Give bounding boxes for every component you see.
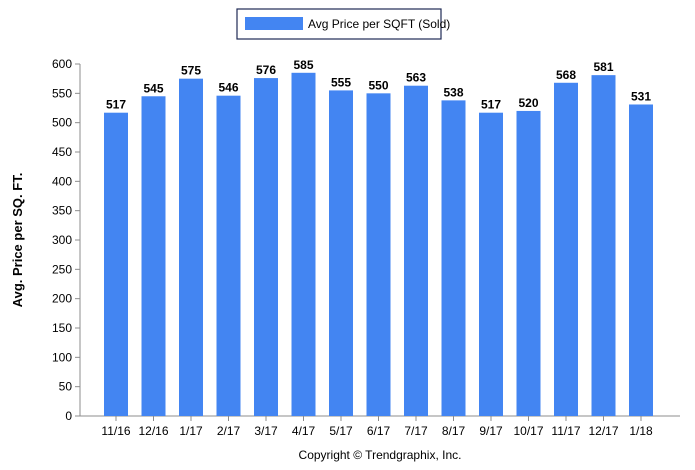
bar	[366, 93, 391, 416]
bar	[141, 96, 166, 417]
bar	[629, 104, 653, 416]
data-label: 581	[593, 60, 613, 74]
legend-swatch	[245, 17, 303, 30]
bar	[104, 112, 128, 417]
data-label: 575	[181, 64, 201, 78]
bar	[516, 110, 541, 416]
y-ticks: 0 50 100 150 200 250 300 350 400 450 500 550 600	[52, 57, 80, 423]
x-tick-label: 9/17	[479, 424, 503, 438]
x-tick-label: 11/16	[101, 424, 130, 438]
data-label: 517	[481, 98, 501, 112]
y-tick-label: 600	[52, 57, 72, 71]
data-label: 538	[443, 85, 463, 99]
bars: 517 545 575 546 576 585 555 550 563 538 517 520 568 5…	[104, 58, 653, 417]
x-tick-label: 12/16	[138, 424, 168, 438]
bar	[404, 85, 428, 416]
x-tick-label: 8/17	[442, 424, 466, 438]
bar	[291, 72, 316, 417]
y-tick-label: 500	[52, 116, 72, 130]
x-tick-label: 6/17	[367, 424, 391, 438]
x-tick-label: 7/17	[404, 424, 428, 438]
bar	[254, 78, 278, 416]
legend: Avg Price per SQFT (Sold)	[236, 8, 450, 40]
data-label: 555	[331, 75, 351, 89]
y-tick-label: 450	[52, 145, 72, 159]
y-tick-label: 250	[52, 262, 72, 276]
data-label: 545	[143, 81, 163, 95]
y-tick-label: 400	[52, 174, 72, 188]
data-label: 550	[368, 78, 388, 92]
data-label: 517	[106, 98, 126, 112]
bar	[216, 95, 241, 417]
x-tick-label: 2/17	[217, 424, 241, 438]
x-tick-label: 3/17	[254, 424, 278, 438]
x-tick-label: 4/17	[292, 424, 316, 438]
y-tick-label: 0	[65, 409, 72, 423]
data-label: 585	[293, 58, 313, 72]
copyright-text: Copyright © Trendgraphix, Inc.	[299, 448, 462, 462]
y-tick-label: 200	[52, 292, 72, 306]
y-axis-title: Avg. Price per SQ. FT.	[10, 173, 25, 308]
bar	[554, 82, 578, 417]
x-tick-label: 1/17	[179, 424, 203, 438]
y-tick-label: 350	[52, 204, 72, 218]
data-label: 568	[556, 68, 576, 82]
bar	[329, 90, 353, 417]
x-tick-label: 10/17	[513, 424, 543, 438]
x-ticks: 11/16 12/16 1/17 2/17 3/17 4/17 5/17 6/17 7/17 8/…	[101, 416, 653, 438]
x-tick-label: 5/17	[329, 424, 353, 438]
y-tick-label: 150	[52, 321, 72, 335]
data-label: 531	[631, 89, 651, 103]
bar	[591, 75, 616, 416]
y-tick-label: 50	[59, 380, 73, 394]
data-label: 546	[218, 81, 238, 95]
x-tick-label: 1/18	[629, 424, 653, 438]
x-tick-label: 12/17	[588, 424, 618, 438]
bar	[441, 100, 466, 416]
y-tick-label: 550	[52, 86, 72, 100]
data-label: 520	[518, 96, 538, 110]
bar	[179, 78, 203, 417]
data-label: 563	[406, 71, 426, 85]
x-tick-label: 11/17	[551, 424, 580, 438]
y-tick-label: 100	[52, 350, 72, 364]
data-label: 576	[256, 63, 276, 77]
bar	[479, 112, 503, 417]
y-tick-label: 300	[52, 233, 72, 247]
legend-label: Avg Price per SQFT (Sold)	[308, 17, 450, 31]
